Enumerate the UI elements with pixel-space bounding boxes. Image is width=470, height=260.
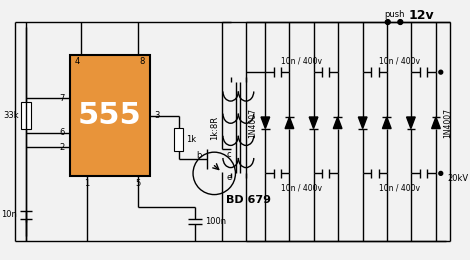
Text: 5: 5 <box>135 179 141 187</box>
FancyBboxPatch shape <box>70 55 149 176</box>
Polygon shape <box>261 117 270 128</box>
Text: b: b <box>196 151 202 160</box>
Text: 12v: 12v <box>409 9 434 22</box>
Text: 6: 6 <box>60 128 65 137</box>
Text: 33k: 33k <box>3 111 19 120</box>
Circle shape <box>439 70 443 74</box>
Text: 10n / 400v: 10n / 400v <box>281 183 322 192</box>
Polygon shape <box>431 117 440 128</box>
Text: 7: 7 <box>60 94 65 103</box>
Text: 1N4007: 1N4007 <box>249 108 258 138</box>
Text: 10n / 400v: 10n / 400v <box>379 56 420 65</box>
Polygon shape <box>383 117 391 128</box>
Text: 1k:8R: 1k:8R <box>210 115 219 140</box>
Text: c: c <box>227 150 231 159</box>
Text: 555: 555 <box>78 101 141 130</box>
Text: e: e <box>227 173 232 182</box>
Text: 100n: 100n <box>204 217 226 226</box>
Circle shape <box>385 20 390 24</box>
FancyBboxPatch shape <box>22 102 31 129</box>
Text: 4: 4 <box>75 57 80 66</box>
Polygon shape <box>358 117 367 128</box>
Text: 10n: 10n <box>1 210 16 219</box>
Text: 10n / 400v: 10n / 400v <box>379 183 420 192</box>
Text: 1: 1 <box>85 179 90 187</box>
Text: push: push <box>384 10 404 19</box>
Text: 8: 8 <box>139 57 145 66</box>
Polygon shape <box>333 117 342 128</box>
Polygon shape <box>407 117 415 128</box>
Text: 1N4007: 1N4007 <box>444 108 453 138</box>
Text: 10n / 400v: 10n / 400v <box>281 56 322 65</box>
Text: 2: 2 <box>60 143 65 152</box>
FancyBboxPatch shape <box>174 128 183 151</box>
Polygon shape <box>285 117 294 128</box>
Text: 20kV: 20kV <box>447 174 469 183</box>
Text: 1k: 1k <box>186 135 196 144</box>
Polygon shape <box>309 117 318 128</box>
Circle shape <box>398 20 403 24</box>
Text: BD 679: BD 679 <box>226 195 271 205</box>
Text: 3: 3 <box>155 111 160 120</box>
Circle shape <box>439 171 443 175</box>
